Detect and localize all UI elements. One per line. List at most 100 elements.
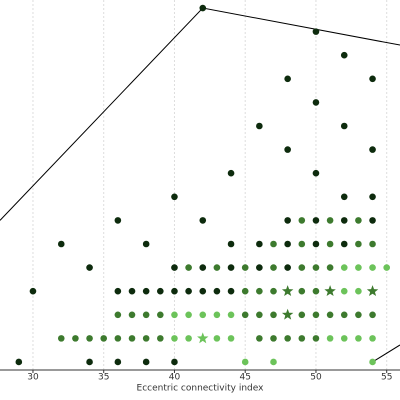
hull-line	[0, 7, 400, 363]
point	[29, 287, 37, 295]
point	[383, 264, 390, 271]
point	[171, 193, 178, 201]
point	[256, 335, 263, 342]
point	[270, 264, 277, 271]
point	[171, 287, 178, 295]
point	[312, 264, 320, 271]
point	[355, 217, 362, 224]
point	[298, 240, 306, 248]
point	[256, 287, 263, 295]
star-point	[366, 285, 379, 297]
point	[312, 99, 320, 106]
point	[284, 335, 291, 342]
point	[199, 264, 207, 271]
point	[326, 240, 334, 248]
point	[171, 311, 178, 319]
point	[171, 335, 178, 342]
point	[270, 335, 277, 342]
point	[199, 217, 207, 224]
point	[57, 335, 65, 342]
point	[355, 311, 362, 319]
point	[128, 287, 136, 295]
point	[256, 264, 263, 271]
point	[241, 311, 249, 319]
point	[241, 358, 249, 366]
point	[270, 311, 277, 319]
point	[270, 287, 277, 295]
star-point	[324, 285, 336, 297]
point	[227, 264, 235, 271]
point	[213, 335, 221, 342]
point	[298, 335, 306, 342]
point	[369, 146, 376, 153]
point	[227, 311, 235, 319]
point	[114, 217, 122, 224]
point	[340, 51, 348, 59]
point	[298, 287, 306, 295]
point	[369, 264, 376, 271]
point	[312, 311, 320, 319]
point	[227, 240, 235, 248]
point	[185, 264, 192, 271]
point	[185, 335, 192, 342]
point	[369, 75, 376, 83]
point	[312, 240, 320, 248]
point	[15, 358, 23, 366]
point	[256, 122, 263, 130]
point	[298, 311, 306, 319]
point	[312, 335, 320, 342]
point	[298, 264, 306, 271]
point	[369, 311, 376, 319]
point	[355, 335, 362, 342]
point	[171, 264, 178, 271]
x-tick-label: 45	[239, 373, 250, 383]
point	[340, 335, 348, 342]
point	[369, 193, 376, 201]
point	[355, 240, 362, 248]
point	[72, 335, 79, 342]
point	[128, 335, 136, 342]
x-tick-label: 30	[27, 373, 39, 383]
point	[213, 287, 221, 295]
x-tick-label: 55	[381, 373, 392, 383]
point	[369, 240, 376, 248]
point	[326, 217, 334, 224]
point	[241, 264, 249, 271]
point	[213, 311, 221, 319]
point	[256, 311, 263, 319]
point	[284, 217, 291, 224]
point	[86, 335, 93, 342]
point	[369, 217, 376, 224]
point	[171, 358, 178, 366]
point	[284, 146, 291, 153]
point	[355, 264, 362, 271]
point	[256, 240, 263, 248]
point	[340, 193, 348, 201]
point	[270, 358, 277, 366]
point	[340, 240, 348, 248]
point	[185, 287, 192, 295]
point	[213, 264, 221, 271]
point	[312, 28, 320, 35]
star-point	[281, 308, 294, 320]
point	[326, 335, 334, 342]
point	[157, 311, 164, 319]
point	[142, 335, 150, 342]
x-tick-label: 50	[310, 373, 322, 383]
point	[114, 358, 122, 366]
point	[199, 287, 207, 295]
star-point	[281, 285, 294, 297]
point	[326, 311, 334, 319]
point	[312, 287, 320, 295]
point	[227, 335, 235, 342]
point	[340, 122, 348, 130]
point	[369, 358, 376, 366]
point	[284, 264, 291, 271]
point	[355, 287, 362, 295]
point	[142, 358, 150, 366]
point	[199, 311, 207, 319]
point	[369, 335, 376, 342]
point	[340, 311, 348, 319]
star-point	[197, 332, 209, 344]
point	[142, 287, 150, 295]
